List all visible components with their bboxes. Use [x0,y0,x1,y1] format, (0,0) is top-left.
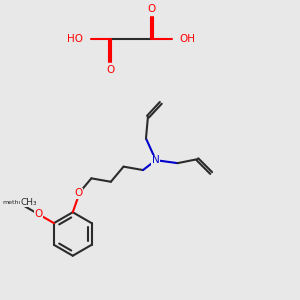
Text: HO: HO [67,34,82,44]
Text: OH: OH [179,34,196,44]
Text: O: O [75,188,83,199]
Text: N: N [152,155,160,165]
Text: O: O [106,65,114,75]
Text: O: O [148,4,156,14]
Text: methoxy: methoxy [2,200,30,205]
Text: O: O [34,209,43,219]
Text: CH₃: CH₃ [21,198,37,207]
